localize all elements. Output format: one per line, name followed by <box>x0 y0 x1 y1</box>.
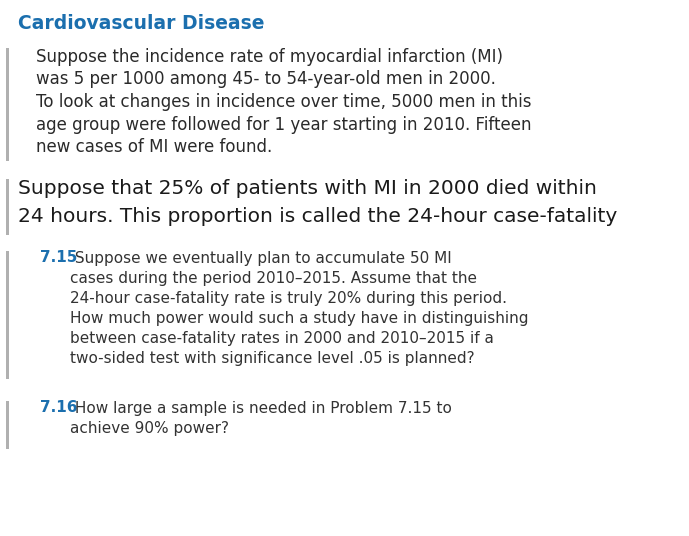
Text: 24 hours. This proportion is called the 24-hour case-fatality: 24 hours. This proportion is called the … <box>18 206 617 226</box>
Text: How much power would such a study have in distinguishing: How much power would such a study have i… <box>70 310 528 325</box>
Text: Cardiovascular Disease: Cardiovascular Disease <box>18 14 265 33</box>
Text: age group were followed for 1 year starting in 2010. Fifteen: age group were followed for 1 year start… <box>36 115 531 133</box>
Text: How large a sample is needed in Problem 7.15 to: How large a sample is needed in Problem … <box>70 400 452 415</box>
Text: 7.15: 7.15 <box>40 250 77 265</box>
Bar <box>6 250 9 378</box>
Text: 7.16: 7.16 <box>40 400 77 415</box>
Text: Suppose we eventually plan to accumulate 50 MI: Suppose we eventually plan to accumulate… <box>70 250 452 265</box>
Text: cases during the period 2010–2015. Assume that the: cases during the period 2010–2015. Assum… <box>70 271 477 286</box>
Text: To look at changes in incidence over time, 5000 men in this: To look at changes in incidence over tim… <box>36 93 531 111</box>
Text: was 5 per 1000 among 45- to 54-year-old men in 2000.: was 5 per 1000 among 45- to 54-year-old … <box>36 71 496 88</box>
Text: two-sided test with significance level .05 is planned?: two-sided test with significance level .… <box>70 351 475 366</box>
Bar <box>6 400 9 449</box>
Bar <box>6 178 9 235</box>
Text: Suppose the incidence rate of myocardial infarction (MI): Suppose the incidence rate of myocardial… <box>36 48 503 66</box>
Text: Suppose that 25% of patients with MI in 2000 died within: Suppose that 25% of patients with MI in … <box>18 178 597 197</box>
Text: 24-hour case-fatality rate is truly 20% during this period.: 24-hour case-fatality rate is truly 20% … <box>70 291 507 306</box>
Text: achieve 90% power?: achieve 90% power? <box>70 421 229 435</box>
Bar <box>6 48 9 160</box>
Text: new cases of MI were found.: new cases of MI were found. <box>36 138 272 156</box>
Text: between case-fatality rates in 2000 and 2010–2015 if a: between case-fatality rates in 2000 and … <box>70 331 494 346</box>
